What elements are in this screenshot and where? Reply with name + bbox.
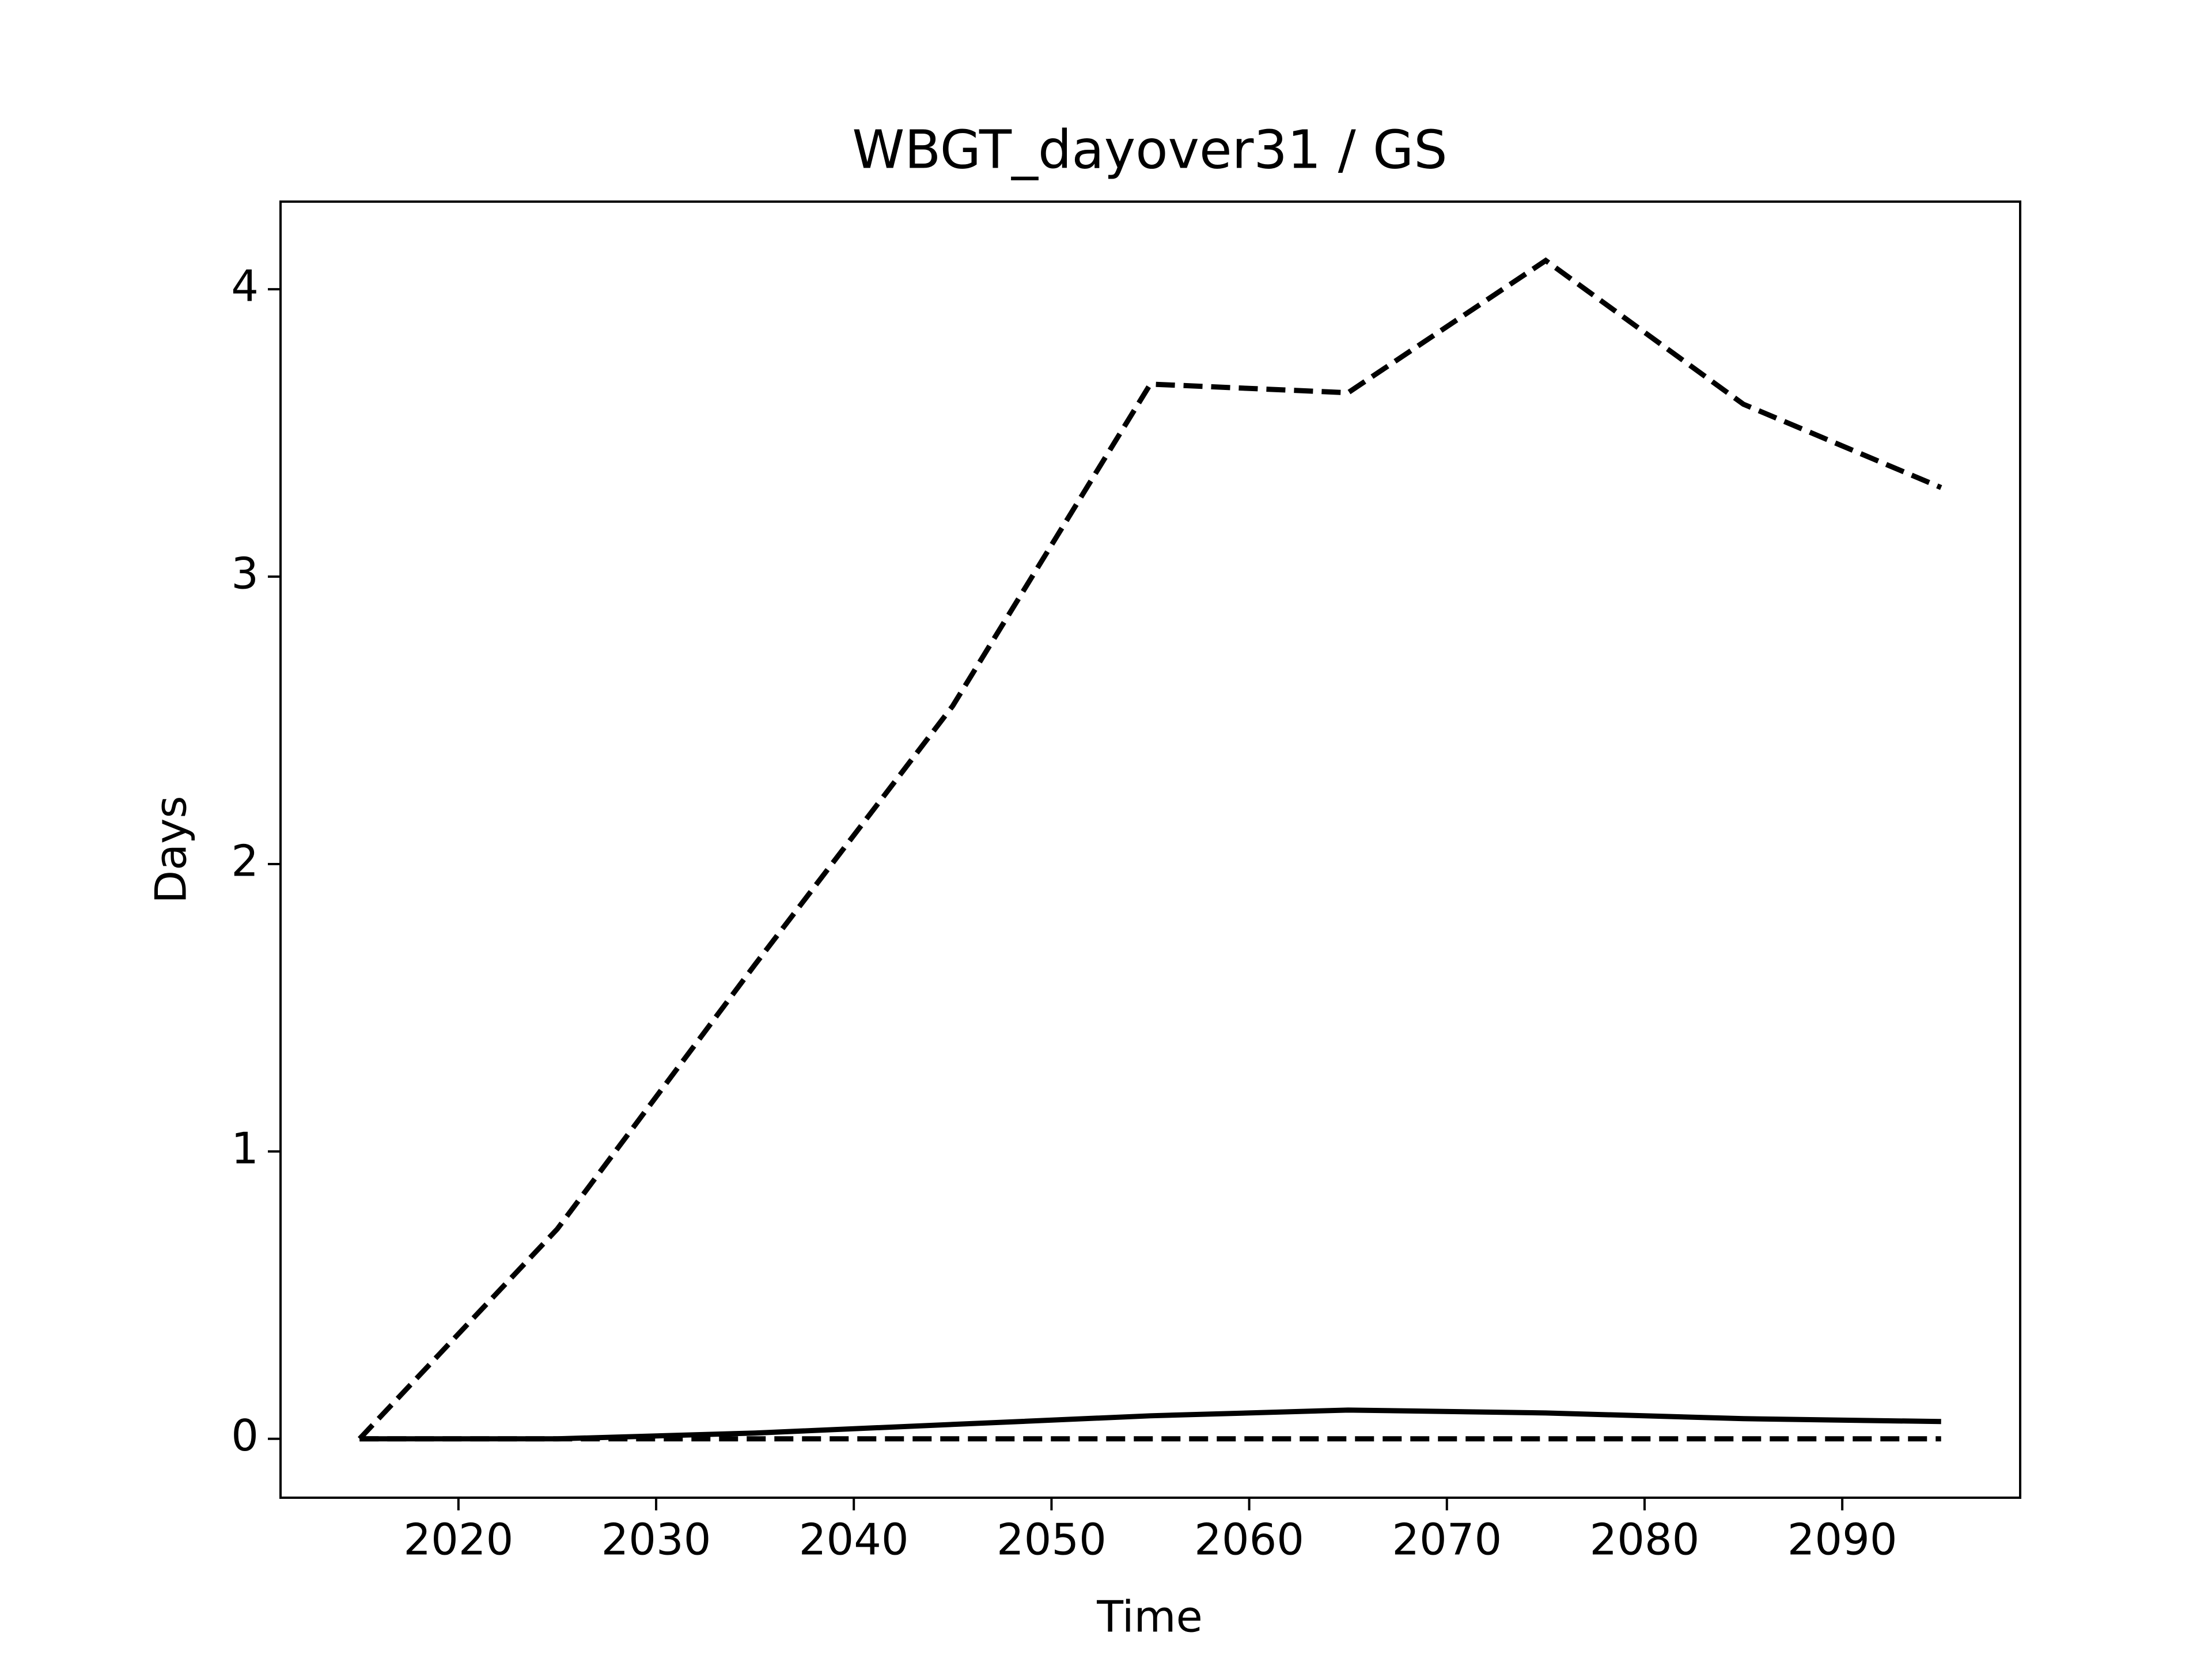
y-axis-label: Days (146, 796, 196, 903)
x-tick-label: 2020 (403, 1514, 513, 1565)
y-tick-label: 2 (231, 835, 259, 886)
x-axis-label: Time (1096, 1592, 1203, 1642)
x-tick-label: 2080 (1590, 1514, 1700, 1565)
y-tick-label: 3 (231, 548, 259, 599)
x-tick-label: 2040 (799, 1514, 909, 1565)
x-tick-label: 2060 (1194, 1514, 1304, 1565)
plot-frame (279, 200, 2021, 1499)
x-tick-label: 2070 (1392, 1514, 1502, 1565)
chart-title: WBGT_dayover31 / GS (852, 119, 1447, 180)
x-tick-label: 2030 (601, 1514, 711, 1565)
y-tick-label: 4 (231, 261, 259, 312)
x-tick-label: 2090 (1787, 1514, 1897, 1565)
y-tick-label: 0 (231, 1410, 259, 1461)
series-line (357, 257, 1942, 1441)
x-tick-label: 2050 (997, 1514, 1107, 1565)
y-tick-label: 1 (231, 1123, 259, 1173)
